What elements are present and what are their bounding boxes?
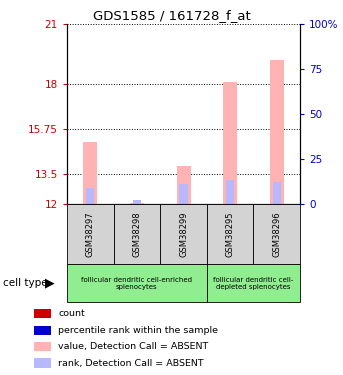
Bar: [177, 166, 190, 204]
Bar: [83, 142, 97, 204]
Bar: [223, 82, 237, 204]
Bar: [160, 204, 207, 264]
Text: GDS1585 / 161728_f_at: GDS1585 / 161728_f_at: [93, 9, 250, 22]
Bar: [207, 204, 253, 264]
Text: ▶: ▶: [45, 277, 55, 290]
Bar: [86, 188, 94, 204]
Text: cell type: cell type: [3, 278, 48, 288]
Bar: [253, 204, 300, 264]
Text: count: count: [58, 309, 85, 318]
Bar: [273, 182, 281, 204]
Bar: [67, 204, 114, 264]
Bar: [34, 309, 51, 318]
Text: rank, Detection Call = ABSENT: rank, Detection Call = ABSENT: [58, 358, 204, 368]
Bar: [130, 203, 144, 204]
Text: GSM38299: GSM38299: [179, 211, 188, 257]
Bar: [270, 60, 284, 204]
Bar: [207, 264, 300, 302]
Bar: [114, 204, 160, 264]
Text: value, Detection Call = ABSENT: value, Detection Call = ABSENT: [58, 342, 209, 351]
Text: GSM38297: GSM38297: [86, 211, 95, 257]
Bar: [34, 326, 51, 335]
Bar: [34, 342, 51, 351]
Text: GSM38295: GSM38295: [226, 211, 235, 257]
Bar: [67, 264, 207, 302]
Text: follicular dendritic cell-enriched
splenocytes: follicular dendritic cell-enriched splen…: [81, 277, 192, 290]
Text: GSM38298: GSM38298: [132, 211, 141, 257]
Bar: [34, 358, 51, 368]
Text: percentile rank within the sample: percentile rank within the sample: [58, 326, 218, 335]
Text: GSM38296: GSM38296: [272, 211, 281, 257]
Bar: [133, 200, 141, 204]
Bar: [226, 180, 234, 204]
Text: follicular dendritic cell-
depleted splenocytes: follicular dendritic cell- depleted sple…: [213, 277, 294, 290]
Bar: [179, 184, 188, 204]
